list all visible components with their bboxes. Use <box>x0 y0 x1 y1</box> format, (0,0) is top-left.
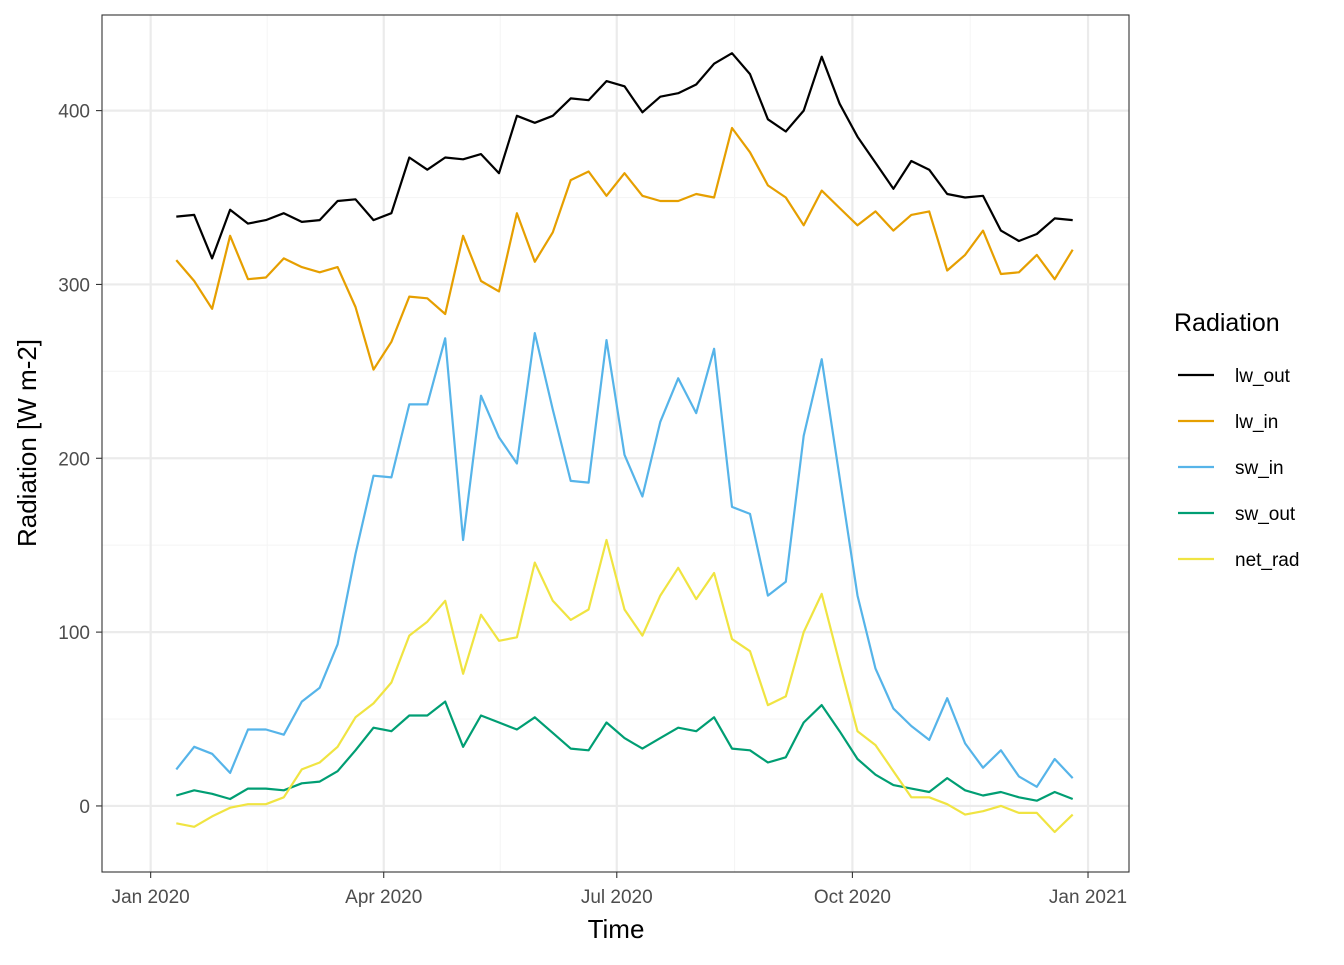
y-axis-title: Radiation [W m-2] <box>12 339 42 547</box>
y-tick-label: 300 <box>58 275 90 296</box>
series-line-sw_in <box>175 332 1074 788</box>
x-tick-label: Jan 2021 <box>1049 887 1127 908</box>
legend-title: Radiation <box>1174 309 1280 337</box>
y-tick-label: 200 <box>58 449 90 470</box>
legend-label-sw_out: sw_out <box>1235 504 1296 525</box>
x-axis-title: Time <box>588 914 645 944</box>
legend-label-net_rad: net_rad <box>1235 550 1299 571</box>
y-tick-label: 400 <box>58 102 90 123</box>
plot-panel-border <box>101 14 1130 873</box>
series-line-sw_out <box>175 700 1074 802</box>
major-gridlines <box>102 15 1129 872</box>
x-tick-label: Jan 2020 <box>112 887 190 908</box>
y-tick-label: 100 <box>58 623 90 644</box>
axis-ticks <box>96 110 1089 878</box>
x-tick-labels: Jan 2020 Apr 2020 Jul 2020 Oct 2020 Jan 2021 <box>112 887 1128 908</box>
x-tick-label: Jul 2020 <box>581 887 653 908</box>
minor-gridlines <box>102 15 1129 872</box>
y-tick-label: 0 <box>79 797 90 818</box>
legend-label-sw_in: sw_in <box>1235 458 1284 479</box>
x-tick-label: Apr 2020 <box>345 887 422 908</box>
series-line-net_rad <box>176 538 1074 834</box>
legend-label-lw_in: lw_in <box>1235 412 1278 433</box>
y-tick-labels: 0 100 200 300 400 <box>58 102 90 818</box>
series-line-lw_in <box>175 126 1074 371</box>
legend-label-lw_out: lw_out <box>1235 366 1291 387</box>
legend: Radiation lw_out lw_in sw_in sw_out net_rad <box>1174 309 1299 571</box>
series-line-lw_out <box>176 52 1073 260</box>
series-lines <box>175 52 1074 834</box>
x-tick-label: Oct 2020 <box>814 887 891 908</box>
